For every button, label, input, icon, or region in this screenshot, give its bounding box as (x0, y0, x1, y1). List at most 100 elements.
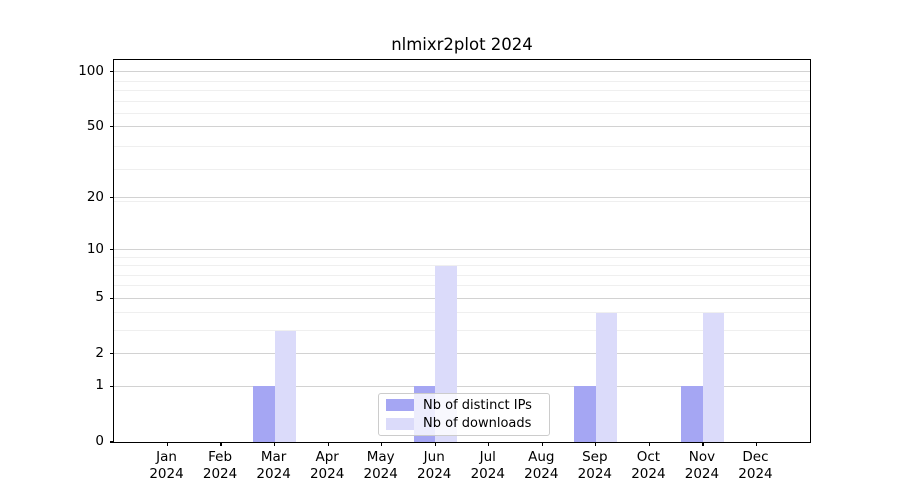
y-tick-label: 5 (95, 289, 104, 306)
gridline-major (114, 297, 810, 299)
x-tick-label-year: 2024 (417, 466, 452, 482)
gridline-major (114, 71, 810, 73)
x-tick-label: Apr 2024 (287, 449, 367, 483)
gridline-minor (114, 168, 810, 170)
x-tick-label-year: 2024 (738, 466, 773, 482)
x-tick (327, 442, 329, 446)
y-tick-label: 0 (95, 433, 104, 449)
x-tick (274, 442, 276, 446)
x-tick-label-month: Nov (688, 449, 716, 465)
gridline-major (114, 353, 810, 355)
x-tick (702, 442, 704, 446)
x-tick-label-year: 2024 (470, 466, 505, 482)
x-tick-label: Jul 2024 (448, 449, 528, 483)
gridline-minor (114, 201, 810, 203)
x-tick-label-month: Jan (156, 449, 177, 465)
x-tick-label-year: 2024 (309, 466, 345, 482)
x-tick-label-year: 2024 (256, 466, 291, 482)
legend-label-distinct-ips: Nb of distinct IPs (423, 397, 532, 413)
gridline-minor (114, 330, 810, 332)
x-tick (434, 442, 436, 446)
legend-label-downloads: Nb of downloads (423, 416, 532, 432)
x-tick (381, 442, 383, 446)
x-tick-label-month: Sep (582, 449, 608, 465)
gridline-minor (114, 256, 810, 258)
x-tick-label: May 2024 (341, 449, 421, 483)
y-tick (110, 441, 114, 443)
gridline-minor (114, 145, 810, 147)
y-tick (110, 297, 114, 299)
gridline-minor (114, 274, 810, 276)
gridline-minor (114, 285, 810, 287)
y-tick-label: 50 (86, 117, 104, 134)
gridline-minor (114, 113, 810, 115)
x-tick-label: Sep 2024 (555, 449, 635, 483)
x-tick-label: Oct 2024 (608, 449, 688, 483)
x-tick (541, 442, 543, 446)
gridline-major (114, 385, 810, 387)
x-tick-label-month: May (366, 449, 395, 465)
x-tick-label-month: Feb (208, 449, 233, 465)
x-tick-label-year: 2024 (524, 466, 559, 482)
y-tick-label: 2 (95, 344, 104, 361)
x-tick-label-year: 2024 (149, 466, 184, 482)
x-tick-label-month: Apr (315, 449, 339, 465)
x-tick-label-month: Jul (479, 449, 496, 465)
y-tick (110, 71, 114, 73)
gridline-major (114, 197, 810, 199)
x-tick (220, 442, 222, 446)
x-tick-label-month: Oct (636, 449, 661, 465)
bar-downloads (702, 312, 725, 442)
gridline-minor (114, 100, 810, 102)
y-tick (110, 249, 114, 251)
y-tick (110, 197, 114, 199)
legend-item-distinct-ips: Nb of distinct IPs (386, 396, 542, 415)
legend: Nb of distinct IPs Nb of downloads (378, 393, 550, 436)
x-tick-label-month: Mar (260, 449, 287, 465)
y-tick-label: 100 (78, 62, 104, 79)
x-tick-label-year: 2024 (577, 466, 613, 482)
gridline-minor (114, 312, 810, 314)
y-tick (110, 126, 114, 128)
y-tick (110, 353, 114, 355)
x-tick-label-year: 2024 (631, 466, 666, 482)
bar-distinct-ips (574, 386, 596, 442)
y-tick-label: 1 (95, 377, 104, 394)
x-tick (755, 442, 758, 446)
y-tick-label: 10 (86, 240, 104, 257)
x-tick-label: Aug 2024 (501, 449, 581, 483)
x-tick (488, 442, 490, 446)
chart-title: nlmixr2plot 2024 (391, 35, 533, 54)
x-tick-label-month: Jun (423, 449, 445, 465)
x-tick-label-year: 2024 (202, 466, 238, 482)
x-tick-label: Jun 2024 (394, 449, 474, 483)
x-tick-label-year: 2024 (684, 466, 720, 482)
x-tick-label-month: Aug (528, 449, 555, 465)
bar-distinct-ips (681, 386, 703, 442)
x-tick (595, 442, 597, 446)
x-tick-label: Dec 2024 (715, 449, 795, 483)
legend-swatch-distinct-ips-icon (386, 399, 414, 412)
bar-distinct-ips (253, 386, 275, 442)
x-tick-label-month: Dec (742, 449, 769, 465)
bar-downloads (595, 312, 618, 442)
legend-swatch-downloads-icon (386, 417, 414, 430)
x-tick (648, 442, 650, 446)
x-tick-label-year: 2024 (363, 466, 398, 482)
gridline-minor (114, 80, 810, 82)
y-tick-label: 20 (86, 188, 104, 205)
gridline-minor (114, 89, 810, 91)
x-tick (166, 442, 169, 446)
bar-downloads (274, 330, 297, 442)
x-tick-label: Jan 2024 (127, 449, 207, 483)
x-tick-label: Feb 2024 (180, 449, 260, 483)
gridline-major (114, 249, 810, 251)
gridline-minor (114, 265, 810, 267)
x-tick-label: Mar 2024 (234, 449, 314, 483)
y-tick (110, 385, 114, 387)
legend-item-downloads: Nb of downloads (386, 415, 542, 434)
x-tick-label: Nov 2024 (662, 449, 742, 483)
plot-area (110, 59, 811, 446)
gridline-major (114, 126, 810, 128)
